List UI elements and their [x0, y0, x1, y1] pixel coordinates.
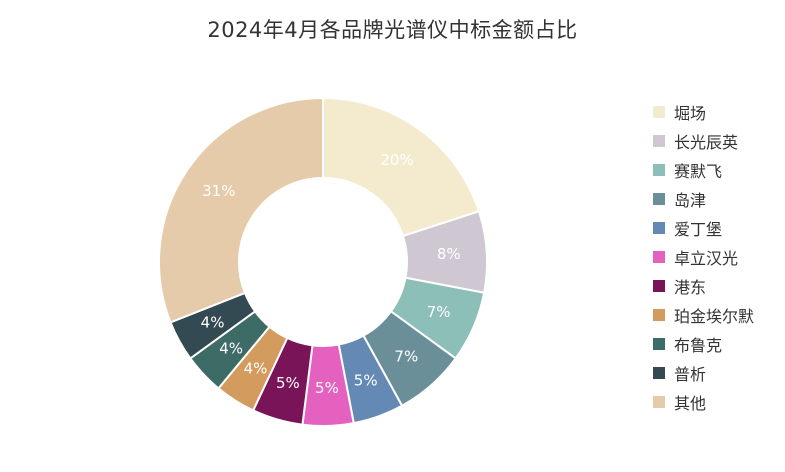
slice-label-10: 4% — [201, 314, 225, 332]
legend-item-8[interactable]: 珀金埃尔默 — [652, 300, 754, 329]
slice-label-7: 5% — [276, 374, 300, 392]
legend-item-9[interactable]: 布鲁克 — [652, 329, 754, 358]
legend-label: 布鲁克 — [674, 335, 723, 355]
legend-item-7[interactable]: 港东 — [652, 271, 754, 300]
legend-swatch — [652, 249, 666, 264]
legend-item-2[interactable]: 长光辰英 — [652, 126, 754, 155]
legend-item-6[interactable]: 卓立汉光 — [652, 242, 754, 271]
chart-title: 2024年4月各品牌光谱仪中标金额占比 — [207, 18, 578, 42]
legend-item-1[interactable]: 堀场 — [652, 97, 754, 126]
legend-swatch — [652, 278, 666, 293]
legend-swatch — [652, 307, 666, 322]
slice-label-2: 8% — [437, 245, 461, 263]
slice-labels: 20%8%7%7%5%5%5%4%4%4%31% — [201, 151, 461, 397]
slice-label-9: 4% — [219, 339, 243, 357]
legend-label: 爱丁堡 — [674, 219, 723, 239]
legend-label: 其他 — [674, 393, 707, 413]
legend-swatch — [652, 191, 666, 206]
legend-item-5[interactable]: 爱丁堡 — [652, 213, 754, 242]
legend-swatch — [652, 104, 666, 119]
legend-swatch — [652, 365, 666, 380]
slice-label-5: 5% — [354, 372, 378, 390]
legend-label: 长光辰英 — [674, 132, 739, 152]
slice-label-4: 7% — [394, 348, 418, 366]
legend-swatch — [652, 220, 666, 235]
legend-swatch — [652, 162, 666, 177]
slice-label-3: 7% — [427, 303, 451, 321]
legend-swatch — [652, 394, 666, 409]
legend-swatch — [652, 336, 666, 351]
slice-11[interactable] — [158, 96, 324, 324]
donut-slices — [158, 96, 488, 427]
slice-label-1: 20% — [380, 151, 413, 169]
legend-item-11[interactable]: 其他 — [652, 387, 754, 416]
slice-label-11: 31% — [202, 182, 235, 200]
legend: 堀场长光辰英赛默飞岛津爱丁堡卓立汉光港东珀金埃尔默布鲁克普析其他 — [652, 97, 754, 416]
legend-label: 港东 — [674, 277, 707, 297]
legend-item-3[interactable]: 赛默飞 — [652, 155, 754, 184]
slice-label-6: 5% — [315, 379, 339, 397]
legend-label: 普析 — [674, 364, 707, 384]
legend-label: 堀场 — [674, 103, 707, 123]
legend-label: 珀金埃尔默 — [674, 306, 755, 326]
slice-1[interactable] — [322, 96, 481, 238]
legend-label: 卓立汉光 — [674, 248, 739, 268]
legend-label: 赛默飞 — [674, 161, 723, 181]
slice-label-8: 4% — [244, 359, 268, 377]
legend-item-4[interactable]: 岛津 — [652, 184, 754, 213]
legend-label: 岛津 — [674, 190, 707, 210]
legend-item-10[interactable]: 普析 — [652, 358, 754, 387]
legend-swatch — [652, 133, 666, 148]
